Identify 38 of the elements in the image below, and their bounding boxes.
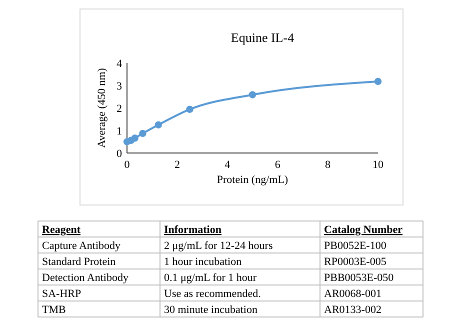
text: 30 minute incubation [164,304,258,316]
text: 2 μg/mL for 12-24 hours [164,240,273,252]
chart-title: Equine IL-4 [230,30,295,45]
point [248,91,256,98]
text: PBB0053E-050 [324,272,394,284]
x-tick-label: 4 [224,159,231,171]
text: Capture Antibody [42,240,122,252]
text: AR0068-001 [324,288,382,300]
point [139,130,146,138]
text: Catalog Number [324,224,403,236]
text: SA-HRP [42,288,82,300]
x-axis-title: Protein (ng/mL) [216,174,288,186]
point [186,106,194,113]
text: Information [164,224,222,236]
y-axis-title: Average (450 nm) [96,68,108,148]
y-tick-label: 0 [116,148,122,160]
x-tick-label: 10 [372,159,384,171]
x-tick-label: 6 [274,159,281,171]
point [154,121,162,128]
x-tick-label: 8 [325,159,332,171]
x-tick-label: 0 [124,159,130,171]
text: 0.1 μg/mL for 1 hour [164,272,257,284]
text: Detection Antibody [42,272,129,284]
text: Use as recommended. [164,288,262,300]
text: Standard Protein [42,256,116,268]
y-tick-label: 1 [116,126,122,138]
y-tick-label: 2 [116,103,122,115]
text: PB0052E-100 [324,240,387,252]
point [374,78,382,86]
point [131,134,138,142]
text: RP0003E-005 [324,256,387,268]
text: AR0133-002 [324,304,382,316]
x-tick-label: 2 [174,159,180,171]
y-tick-label: 3 [116,80,122,92]
y-tick-label: 4 [116,58,122,70]
text: TMB [42,304,66,316]
text: 1 hour incubation [164,256,242,268]
text: Reagent [42,224,81,236]
